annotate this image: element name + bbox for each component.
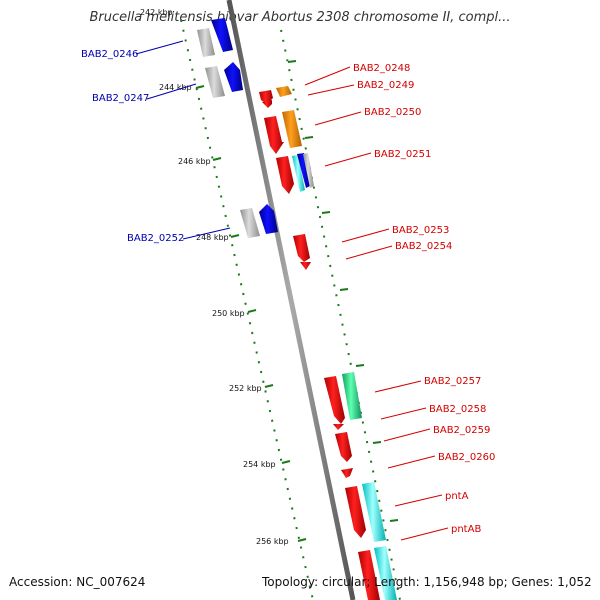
outer-tick-track (280, 29, 401, 600)
gene-bab2-0247-blue (224, 62, 243, 92)
reverse-leaders (135, 40, 231, 240)
major-ticks (195, 85, 307, 542)
kbp-label-246: 246 kbp (178, 157, 211, 166)
gene-bab2-0250-orange (282, 110, 302, 148)
gene-bab2-0257-red (324, 376, 345, 424)
gene-bab2-0251-cyan (292, 155, 305, 192)
gene-label-bab2-0250[interactable]: BAB2_0250 (364, 107, 421, 118)
kbp-label-256: 256 kbp (256, 537, 289, 546)
gene-label-bab2-0260[interactable]: BAB2_0260 (438, 452, 495, 463)
kbp-label-244: 244 kbp (159, 83, 192, 92)
gene-bab2-0247-gray (205, 66, 225, 98)
gene-label-bab2-0251[interactable]: BAB2_0251 (374, 149, 431, 160)
gene-label-bab2-0254[interactable]: BAB2_0254 (395, 241, 452, 252)
gene-bab2-0246-blue (211, 18, 233, 52)
gene-pnta-red (345, 486, 366, 538)
gene-bab2-0252-gray (240, 208, 260, 238)
gene-bab2-0254-red (300, 262, 311, 270)
kbp-label-248: 248 kbp (196, 233, 229, 242)
gene-pntab-cyan (374, 546, 397, 600)
gene-bab2-0257-mint (342, 372, 362, 420)
gene-bab2-0252-blue (259, 204, 278, 234)
accession-text: Accession: NC_007624 (9, 575, 146, 589)
gene-bab2-0250-red (264, 116, 284, 154)
backbone-line (226, 0, 356, 600)
kbp-label-242: 242 kbp (140, 8, 173, 17)
gene-bab2-0251-blue (297, 153, 310, 188)
gene-bab2-0259-red (335, 432, 352, 462)
gene-bab2-0248-red-b (262, 100, 272, 108)
gene-label-pnta[interactable]: pntA (445, 491, 469, 502)
gene-label-pntab[interactable]: pntAB (451, 524, 481, 535)
gene-bab2-0260-red (341, 468, 353, 478)
gene-label-bab2-0247[interactable]: BAB2_0247 (92, 93, 149, 104)
gene-bab2-0253-red (293, 234, 310, 262)
gene-label-bab2-0259[interactable]: BAB2_0259 (433, 425, 490, 436)
gene-bab2-0251-gray (303, 153, 314, 188)
gene-pntab-red (358, 550, 380, 600)
gene-pnta-cyan (362, 482, 386, 542)
forward-leaders (304, 66, 449, 541)
gene-bab2-0251-red (276, 156, 294, 194)
gene-label-bab2-0252[interactable]: BAB2_0252 (127, 233, 184, 244)
gene-label-bab2-0248[interactable]: BAB2_0248 (353, 63, 410, 74)
genome-summary-text: Topology: circular; Length: 1,156,948 bp… (262, 575, 592, 589)
gene-label-bab2-0257[interactable]: BAB2_0257 (424, 376, 481, 387)
gene-label-bab2-0253[interactable]: BAB2_0253 (392, 225, 449, 236)
outer-ticks (287, 60, 399, 522)
forward-features (259, 86, 397, 600)
gene-label-bab2-0249[interactable]: BAB2_0249 (357, 80, 414, 91)
kbp-label-252: 252 kbp (229, 384, 262, 393)
gene-bab2-0246-gray (197, 28, 215, 57)
gene-bab2-0258-red (333, 424, 344, 430)
gene-bab2-0249-orange (276, 86, 292, 97)
gene-label-bab2-0258[interactable]: BAB2_0258 (429, 404, 486, 415)
gene-label-bab2-0246[interactable]: BAB2_0246 (81, 49, 138, 60)
reverse-features (197, 18, 278, 238)
kbp-label-254: 254 kbp (243, 460, 276, 469)
map-title: Brucella melitensis biovar Abortus 2308 … (89, 10, 511, 25)
kbp-label-250: 250 kbp (212, 309, 245, 318)
